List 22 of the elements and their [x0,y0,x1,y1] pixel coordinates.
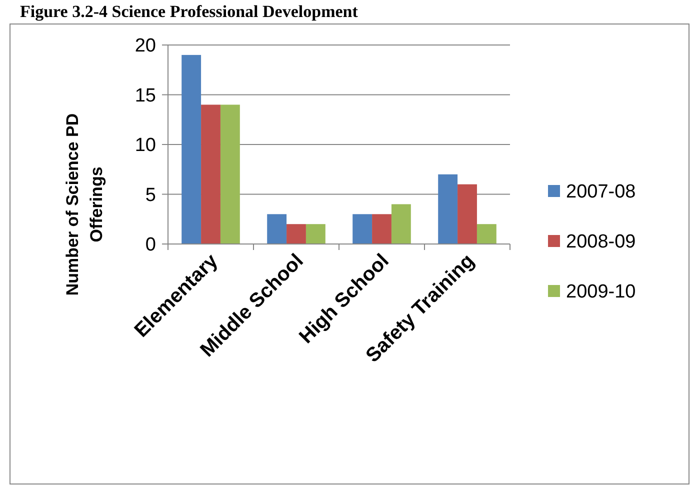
y-tick-label: 15 [134,85,156,106]
bar [286,224,306,244]
bar [476,224,496,244]
y-tick-label: 10 [134,135,156,156]
y-tick-label: 20 [134,36,156,57]
y-tick-label: 0 [145,234,156,256]
bar [458,184,477,244]
bar [352,214,372,244]
legend-label: 2008-09 [566,232,636,253]
legend-label: 2009-10 [566,282,636,303]
bar [438,174,458,244]
bar [267,214,287,244]
bar [372,214,392,244]
bar [220,104,240,244]
legend-label: 2007-08 [566,182,636,203]
bar [201,104,220,244]
bar [306,224,326,244]
chart-title: Figure 3.2-4 Science Professional Development [20,2,358,21]
bar [391,204,411,244]
y-tick-label: 5 [145,184,156,206]
bar [182,54,202,244]
y-axis-title: Number of Science PD Offerings [63,113,106,296]
